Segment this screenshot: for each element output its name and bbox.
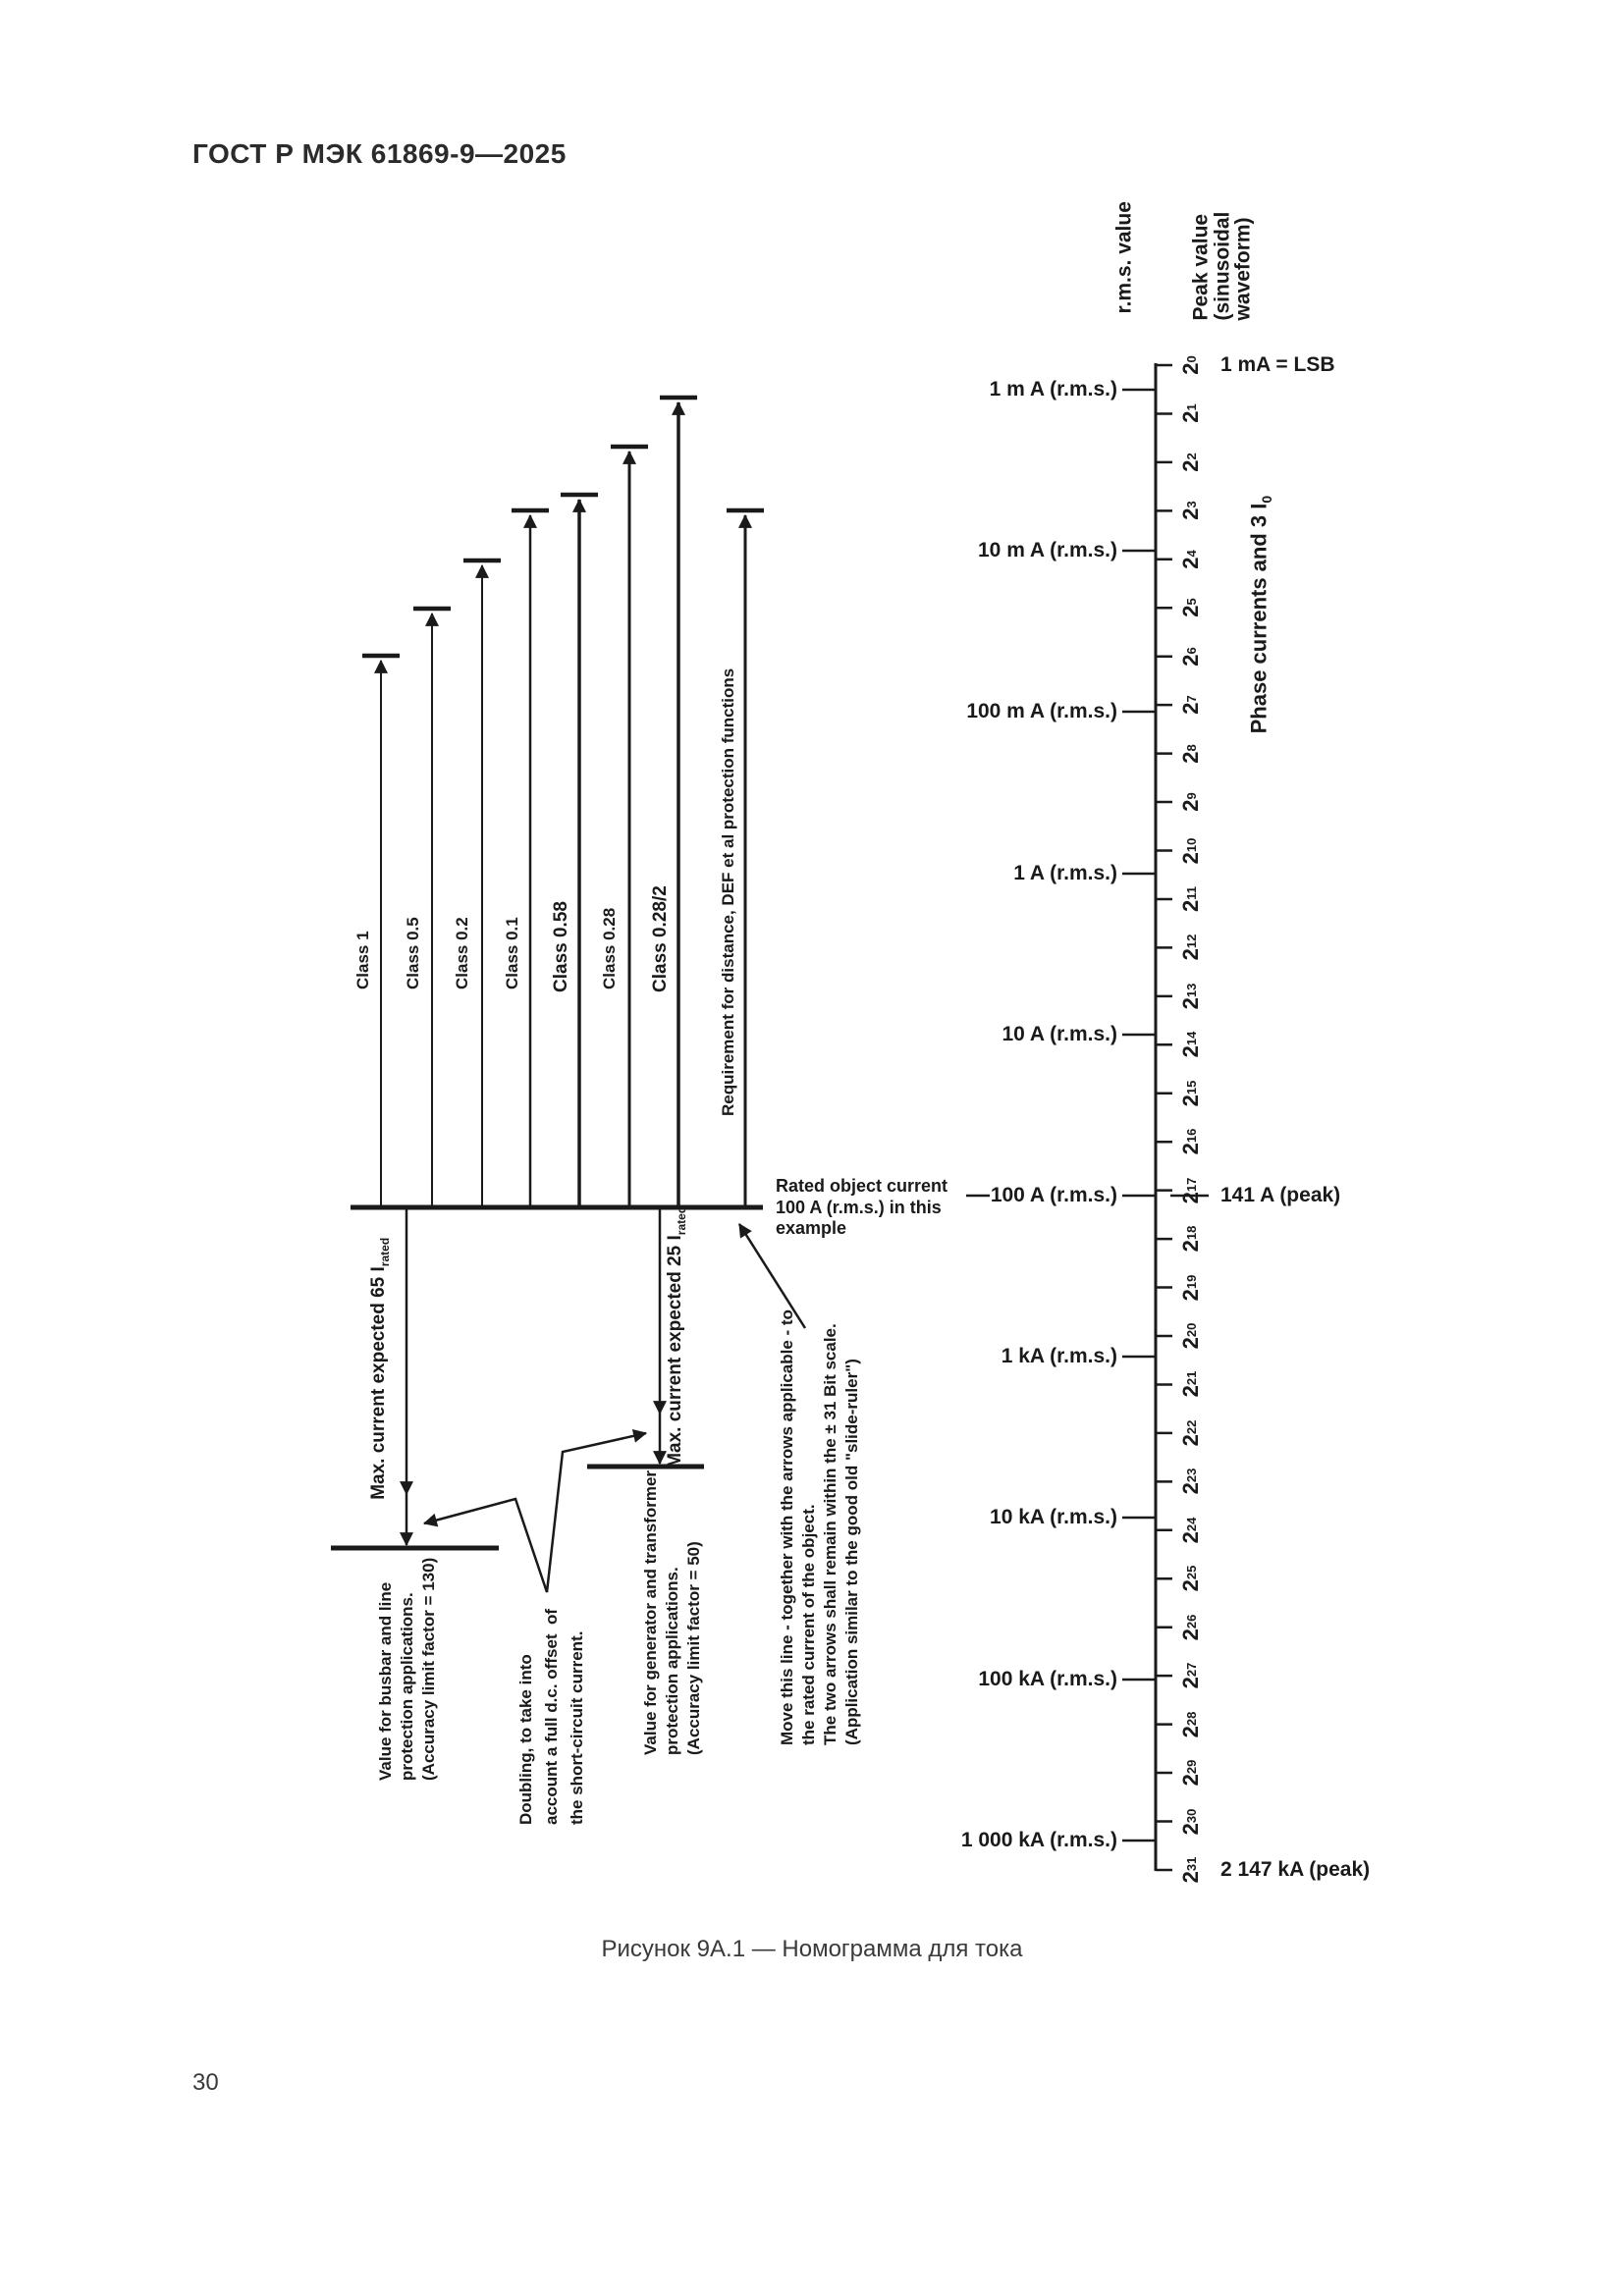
class-label: Class 0.1 — [502, 917, 521, 989]
tick-label-2e12: 2 12 — [1178, 934, 1203, 961]
annotation-block: Move this line - together with the arrow… — [778, 1309, 861, 1745]
tick-label-2e22: 2 22 — [1178, 1419, 1203, 1447]
rated-object-current-note: Rated object current 100 A (r.m.s.) in t… — [776, 1176, 948, 1238]
tick-label-2e23: 2 23 — [1178, 1468, 1203, 1495]
tick-label-2e10: 2 10 — [1178, 837, 1203, 864]
tick-label-2e15: 2 15 — [1178, 1080, 1203, 1107]
page-header: ГОСТ Р МЭК 61869-9—2025 — [192, 138, 567, 169]
class-label: Class 0.58 — [550, 901, 571, 992]
class-label: Class 0.2 — [452, 917, 471, 989]
peak-callout-label: 2 147 kA (peak) — [1220, 1858, 1371, 1881]
page-number: 30 — [192, 2069, 219, 2096]
tick-label-2e30: 2 30 — [1178, 1808, 1203, 1835]
max-current-label: Max. current expected 65 Irated — [368, 1237, 392, 1500]
class-label: Class 0.28 — [599, 907, 619, 989]
rms-callout-label: 10 A (r.m.s.) — [1001, 1023, 1118, 1045]
doubling-pointer-arrow — [422, 1428, 648, 1593]
tick-label-2e31: 2 31 — [1178, 1856, 1203, 1884]
tick-label-2e19: 2 19 — [1178, 1274, 1203, 1301]
phase-currents-axis-label: Phase currents and 3 I0 — [1247, 496, 1279, 734]
phase-currents-subscript: 0 — [1259, 495, 1274, 504]
annotation-block: Value for busbar and line protection app… — [376, 1557, 438, 1781]
tick-label-2e18: 2 18 — [1178, 1225, 1203, 1253]
class-label: Class 0.28/2 — [649, 885, 671, 992]
rms-callout-label: 100 A (r.m.s.) — [990, 1184, 1117, 1206]
tick-label-2e24: 2 24 — [1178, 1517, 1203, 1544]
annotation-block: Value for generator and transformer prot… — [641, 1469, 703, 1755]
rms-callout-label: 100 kA (r.m.s.) — [978, 1668, 1117, 1690]
figure-caption: Рисунок 9А.1 — Номограмма для тока — [601, 1936, 1023, 1962]
peak-callout-label: 1 mA = LSB — [1220, 353, 1335, 376]
tick-label-2e17: 2 17 — [1178, 1177, 1203, 1203]
tick-label-2e20: 2 20 — [1178, 1322, 1203, 1350]
tick-label-2e13: 2 13 — [1178, 983, 1203, 1010]
rms-callout-label: 10 m A (r.m.s.) — [978, 539, 1117, 561]
phase-currents-text: Phase currents and 3 I — [1246, 503, 1272, 734]
rms-value-column-title: r.m.s. value — [1112, 201, 1136, 314]
peak-callout-label: 141 A (peak) — [1220, 1184, 1341, 1206]
tick-label-2e27: 2 27 — [1178, 1662, 1203, 1689]
tick-label-2e14: 2 14 — [1178, 1031, 1203, 1058]
rms-callout-label: 1 000 kA (r.m.s.) — [960, 1829, 1117, 1851]
annotation-block: Doubling, to take into account a full d.… — [516, 1608, 586, 1825]
class-label: Class 1 — [352, 931, 372, 989]
class-label: Class 0.5 — [403, 917, 422, 989]
tick-label-2e16: 2 16 — [1178, 1128, 1203, 1155]
rms-callout-label: 1 m A (r.m.s.) — [989, 378, 1117, 400]
class-label: Requirement for distance, DEF et al prot… — [718, 667, 737, 1116]
tick-label-2e29: 2 29 — [1178, 1759, 1203, 1787]
rms-callout-label: 1 kA (r.m.s.) — [1001, 1345, 1117, 1367]
tick-label-2e26: 2 26 — [1178, 1614, 1203, 1641]
rms-callout-label: 100 m A (r.m.s.) — [966, 700, 1117, 722]
tick-label-2e21: 2 21 — [1178, 1371, 1203, 1398]
move-line-pointer-arrow — [737, 1223, 807, 1329]
peak-value-column-title: Peak value (sinusoidal waveform) — [1189, 211, 1255, 321]
max-current-label: Max. current expected 25 Irated — [665, 1205, 688, 1468]
tick-label-2e25: 2 25 — [1178, 1565, 1203, 1592]
tick-label-2e11: 2 11 — [1178, 885, 1203, 912]
rms-callout-label: 1 A (r.m.s.) — [1013, 862, 1117, 884]
tick-label-2e28: 2 28 — [1178, 1711, 1203, 1737]
rms-callout-label: 10 kA (r.m.s.) — [990, 1506, 1117, 1528]
